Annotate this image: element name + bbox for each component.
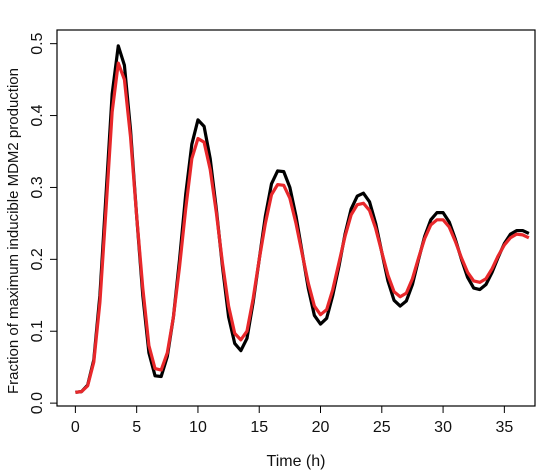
y-tick-label: 0.4 [29,104,46,126]
series-line [75,61,530,394]
y-axis-label: Fraction of maximum inducible MDM2 produ… [5,68,22,394]
plot-frame [56,29,536,407]
x-tick-label: 15 [250,419,268,436]
y-tick-label: 0.2 [29,248,46,270]
x-axis-label: Time (h) [267,453,326,470]
x-tick-label: 20 [312,419,330,436]
y-tick-label: 0.5 [29,32,46,54]
x-tick-label: 5 [132,419,141,436]
y-tick-label: 0.3 [29,176,46,198]
y-tick-label: 0.1 [29,320,46,342]
x-tick-label: 35 [495,419,513,436]
x-tick-label: 30 [434,419,452,436]
x-tick-label: 25 [373,419,391,436]
x-tick-label: 10 [189,419,207,436]
series-line [75,44,530,394]
y-tick-label: 0.0 [29,392,46,414]
x-tick-label: 0 [71,419,80,436]
